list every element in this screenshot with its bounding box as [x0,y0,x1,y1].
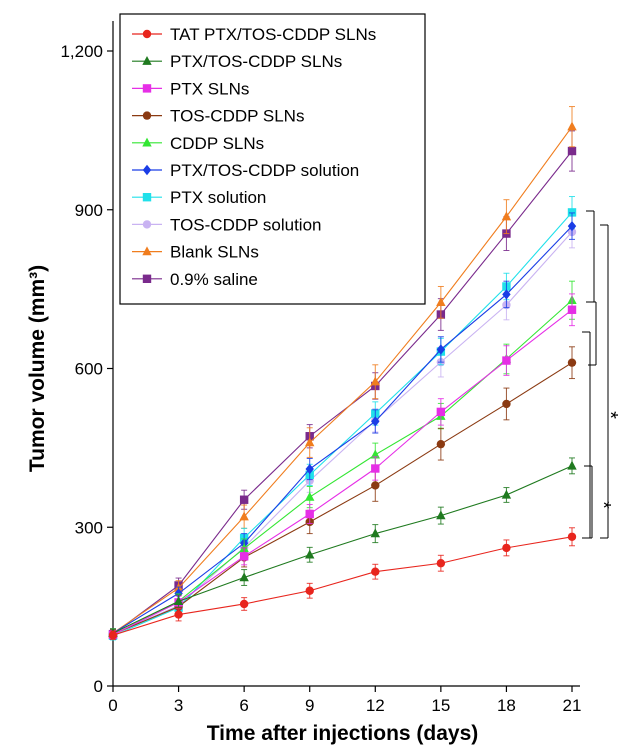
legend-marker [142,274,152,283]
legend-marker [142,29,152,39]
data-point [305,491,315,501]
legend-marker [142,84,152,93]
data-point [305,549,315,559]
x-axis-title: Time after injections (days) [207,722,479,745]
legend-label: TOS-CDDP solution [170,215,321,234]
x-tick-label: 21 [563,696,582,715]
legend-marker [142,220,152,229]
data-point [239,572,249,582]
data-point [567,532,577,541]
bracket-e [584,465,593,539]
data-point [567,208,577,217]
data-point [567,220,577,232]
data-point [567,146,577,156]
data-point [305,509,314,519]
data-point [239,511,249,521]
data-point [436,297,446,307]
legend-label: PTX/TOS-CDDP SLNs [170,52,342,71]
legend-box [119,13,426,305]
legend-label: PTX/TOS-CDDP solution [170,161,359,180]
data-point [371,416,380,427]
y-tick-label: 600 [75,360,103,379]
data-point [371,464,380,473]
data-point [567,358,577,367]
data-point [370,376,380,386]
x-tick-label: 18 [497,696,516,715]
legend-label: CDDP SLNs [170,134,264,153]
series-line [112,225,573,634]
legend: TAT PTX/TOS-CDDP SLNs PTX/TOS-CDDP SLNs PT… [119,13,426,305]
data-point [108,631,118,640]
legend-marker [142,56,152,65]
data-point [174,610,183,619]
x-tick-label: 9 [305,696,314,715]
data-point [305,463,314,475]
legend-label: PTX SLNs [170,79,249,98]
data-point [371,481,380,490]
data-point [502,543,511,553]
significance-label: * [599,411,620,419]
bracket-c [582,331,591,539]
x-tick-label: 6 [239,696,248,715]
significance-label: * [592,501,614,509]
legend-marker [142,164,152,176]
legend-label: TOS-CDDP SLNs [170,107,304,126]
data-point [567,121,577,131]
bracket-b [588,301,597,366]
y-tick-label: 0 [94,677,103,696]
data-point [305,586,314,595]
data-point [436,510,446,520]
series-0 [108,527,577,640]
y-tick-label: 300 [75,518,103,537]
series-line [112,536,573,636]
data-point [371,567,380,576]
legend-marker [142,246,152,256]
data-point [501,211,512,221]
data-point [436,559,446,568]
data-point [567,305,577,314]
data-point [370,449,380,459]
data-point [436,407,446,417]
x-tick-label: 12 [366,696,385,715]
data-point [567,460,577,470]
data-point [173,596,184,606]
legend-label: 0.9% saline [170,270,258,289]
x-tick-label: 15 [431,696,450,715]
series-line [112,362,573,635]
legend-marker [142,193,152,202]
data-point [501,489,512,499]
x-tick-label: 3 [174,696,183,715]
data-point [502,289,511,300]
series-line [112,126,573,634]
data-point [305,437,315,447]
data-point [502,399,511,409]
bracket-a [586,210,595,303]
data-point [239,599,249,609]
data-point [370,528,380,538]
data-point [174,588,183,599]
data-point [239,552,249,561]
bracket-d [600,224,609,539]
significance-label: * [610,366,620,374]
data-point [502,356,511,365]
legend-label: PTX solution [170,188,266,207]
legend-marker [142,137,152,147]
series-line [112,309,573,636]
data-point [436,344,446,355]
legend-label: Blank SLNs [170,243,259,262]
y-axis-title: Tumor volume (mm³) [26,265,49,472]
y-tick-label: 900 [75,201,103,220]
series-line [112,150,573,635]
data-point [239,495,249,504]
series-line [112,212,573,637]
legend-label: TAT PTX/TOS-CDDP SLNs [170,25,376,44]
x-tick-label: 0 [108,696,117,715]
y-tick-label: 1,200 [60,42,103,61]
data-point [436,439,446,449]
series-line [112,465,573,634]
legend-marker [142,111,152,120]
